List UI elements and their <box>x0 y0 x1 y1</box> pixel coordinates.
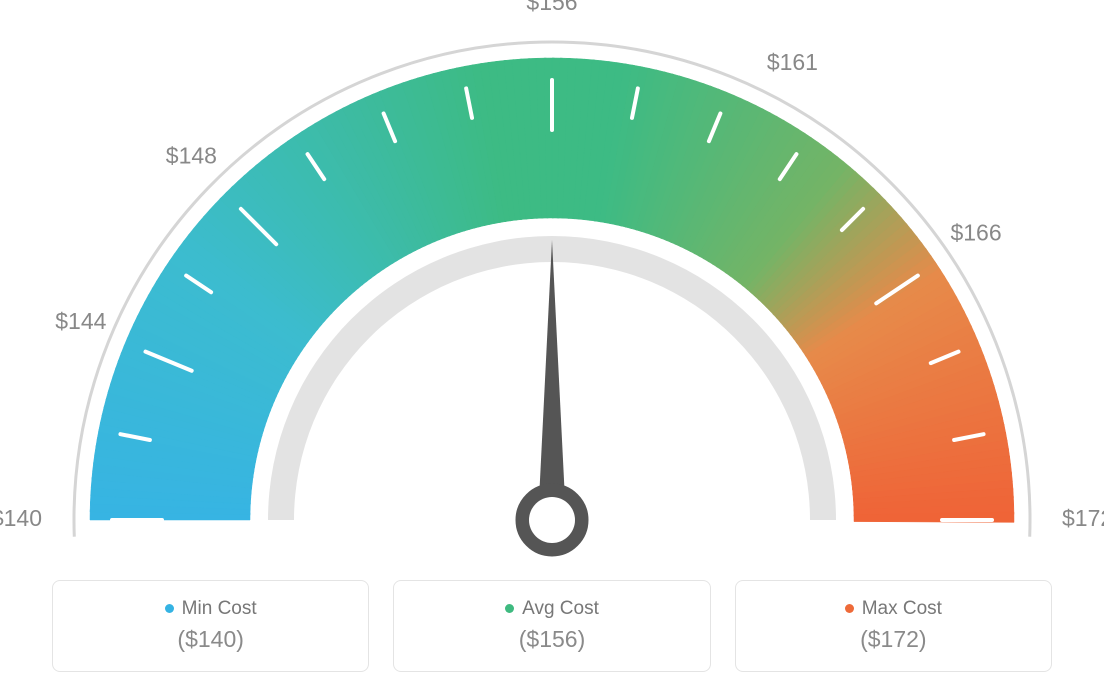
legend-min-top: Min Cost <box>165 598 257 620</box>
legend-dot-max <box>845 604 854 613</box>
legend-card-min: Min Cost ($140) <box>52 580 369 672</box>
legend-max-value: ($172) <box>860 626 926 653</box>
legend-avg-top: Avg Cost <box>505 598 599 620</box>
gauge-hub-inner <box>529 497 575 543</box>
legend-dot-min <box>165 604 174 613</box>
legend-avg-value: ($156) <box>519 626 585 653</box>
legend-min-value: ($140) <box>177 626 243 653</box>
gauge-tick-label: $166 <box>950 220 1001 246</box>
legend-dot-avg <box>505 604 514 613</box>
gauge-needle <box>538 240 566 520</box>
cost-gauge-chart: $140 $144 $148 $156 $161 $166 $172 <box>0 0 1104 560</box>
gauge-tick-label: $140 <box>0 505 42 531</box>
legend-row: Min Cost ($140) Avg Cost ($156) Max Cost… <box>0 580 1104 690</box>
gauge-svg: $140 $144 $148 $156 $161 $166 $172 <box>0 0 1104 560</box>
legend-max-label: Max Cost <box>862 598 942 620</box>
legend-avg-label: Avg Cost <box>522 598 599 620</box>
gauge-tick-label: $172 <box>1062 505 1104 531</box>
legend-card-avg: Avg Cost ($156) <box>393 580 710 672</box>
gauge-tick-label: $161 <box>767 49 818 75</box>
legend-max-top: Max Cost <box>845 598 942 620</box>
gauge-tick-label: $144 <box>55 308 106 334</box>
legend-min-label: Min Cost <box>182 598 257 620</box>
legend-card-max: Max Cost ($172) <box>735 580 1052 672</box>
gauge-tick-label: $148 <box>166 142 217 168</box>
gauge-tick-label: $156 <box>526 0 577 15</box>
